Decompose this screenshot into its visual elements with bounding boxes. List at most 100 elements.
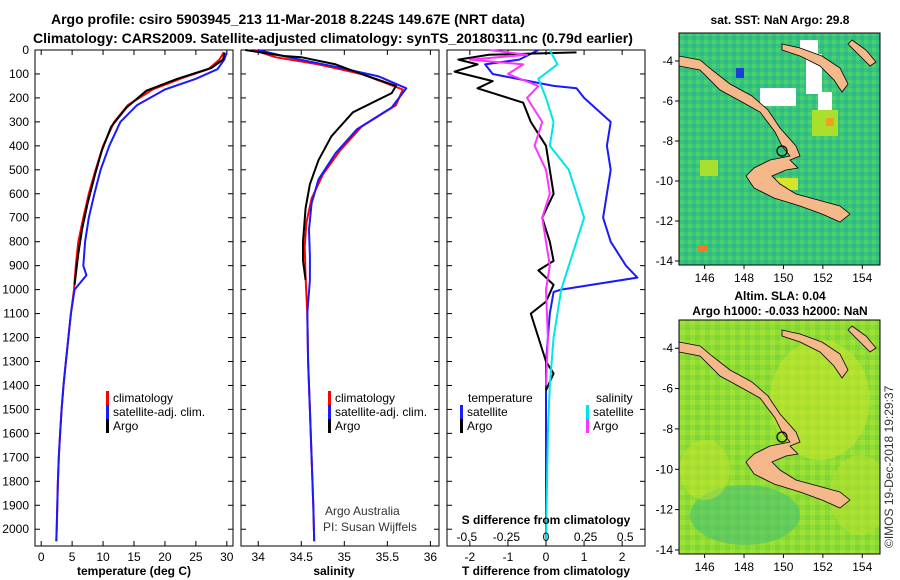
depth-tick-label: 1100 (3, 307, 29, 321)
legend-temperature-header: temperature (468, 391, 533, 405)
sst-hot-patch (826, 118, 834, 126)
difference-panel: -2 -1 0 1 2 T difference from climatology S … (446, 49, 646, 578)
x-tick-label: 35.5 (376, 550, 400, 564)
new-ireland-land (847, 39, 877, 67)
series-line-argo (73, 52, 226, 285)
sla-map-field (679, 320, 880, 554)
depth-tick-label: 1400 (2, 378, 29, 392)
lon-tick-label: 152 (813, 271, 833, 285)
title-line-1: Argo profile: csiro 5903945_213 11-Mar-2… (51, 11, 525, 27)
series-line-temperature-satellite (484, 49, 639, 542)
annotation-argo-australia: Argo Australia (325, 504, 400, 518)
sst-cold-patch (736, 68, 744, 78)
series-line-salinity-satellite (537, 49, 586, 542)
legend-satellite: satellite-adj. clim. (335, 405, 427, 419)
x-tick-label: -1 (503, 550, 514, 564)
lat-tick-label: -4 (662, 54, 673, 68)
difference-legend: temperature salinity satellite Argo sate… (460, 391, 634, 433)
difference-series (453, 49, 639, 542)
s-difference-label: S difference from climatology (462, 513, 631, 527)
sla-map: Altim. SLA: 0.04 Argo h1000: -0.033 h200… (656, 289, 881, 574)
lat-tick-label: -8 (662, 134, 673, 148)
legend-swatch-temp-argo (460, 419, 463, 433)
sst-map: sat. SST: NaN Argo: 29.8 -4 -6 -8 -10 -12 -14… (656, 13, 881, 285)
series-line-satellite-adj-clim (257, 49, 408, 542)
legend-swatch-climatology (106, 391, 109, 405)
sst-warm-patch (700, 160, 718, 176)
sla-high-anomaly (770, 340, 870, 460)
legend-climatology: climatology (335, 391, 395, 405)
sla-map-title-2: Argo h1000: -0.033 h2000: NaN (692, 304, 867, 318)
sla-lon-ticks: 146 148 150 152 154 (695, 554, 873, 574)
lat-tick-label: -12 (656, 503, 674, 517)
lat-tick-label: -10 (656, 462, 674, 476)
legend-argo: Argo (335, 419, 361, 433)
salinity-panel: 34 34.5 35 35.5 36 salinity climatology sate… (240, 49, 440, 578)
s-tick-label: -0.25 (493, 530, 521, 544)
lat-tick-label: -14 (656, 254, 674, 268)
sst-lat-ticks: -4 -6 -8 -10 -12 -14 (656, 54, 679, 268)
series-line-salinity-argo (468, 49, 551, 386)
legend-temp-satellite: satellite (467, 405, 508, 419)
sla-high-anomaly (830, 455, 880, 535)
x-tick-label: 30 (220, 550, 234, 564)
depth-axis-ticks: 0 100 200 300 400 500 600 700 800 900 1000 1100 1200… (2, 43, 29, 536)
salinity-frame (240, 49, 440, 547)
sla-map-frame (678, 319, 881, 555)
legend-salinity-header: salinity (596, 391, 633, 405)
sst-lon-ticks: 146 148 150 152 154 (695, 265, 873, 285)
depth-tick-label: 2000 (2, 522, 29, 536)
new-britain-land (781, 43, 849, 93)
legend-swatch-sal-satellite (586, 405, 589, 419)
sst-gap (760, 88, 796, 106)
x-tick-label: 2 (619, 550, 626, 564)
temperature-x-ticks: 0 5 10 15 20 25 30 (38, 50, 234, 564)
x-tick-label: 36 (424, 550, 438, 564)
legend-swatch-sal-argo (586, 419, 589, 433)
depth-tick-label: 1900 (2, 498, 29, 512)
lat-tick-label: -10 (656, 174, 674, 188)
lat-tick-label: -12 (656, 214, 674, 228)
salinity-xlabel: salinity (313, 564, 355, 578)
lon-tick-label: 154 (852, 560, 872, 574)
series-line-climatology (55, 51, 225, 542)
legend-argo: Argo (113, 419, 139, 433)
series-line-temperature-argo (453, 51, 577, 391)
series-line-satellite-adj-clim (55, 52, 228, 542)
x-tick-label: 35 (338, 550, 352, 564)
sla-lat-ticks: -4 -6 -8 -10 -12 -14 (656, 341, 679, 557)
title-line-2: Climatology: CARS2009. Satellite-adjuste… (33, 30, 633, 46)
depth-tick-label: 0 (22, 43, 29, 57)
depth-tick-label: 700 (9, 211, 29, 225)
x-tick-label: -2 (465, 550, 476, 564)
depth-tick-label: 1600 (2, 426, 29, 440)
legend-swatch-argo (328, 419, 331, 433)
sst-gap (818, 92, 832, 112)
legend-swatch-temp-satellite (460, 405, 463, 419)
legend-swatch-satellite (106, 405, 109, 419)
depth-tick-label: 100 (9, 67, 29, 81)
x-tick-label: 0 (38, 550, 45, 564)
sst-hot-patch (698, 245, 708, 251)
lat-tick-label: -6 (662, 94, 673, 108)
sla-high-anomaly (680, 440, 730, 500)
s-tick-label: 0.5 (617, 530, 634, 544)
legend-climatology: climatology (113, 391, 173, 405)
salinity-series (245, 49, 408, 542)
lon-tick-label: 146 (695, 560, 715, 574)
legend-swatch-argo (106, 419, 109, 433)
annotation-pi: PI: Susan Wijffels (323, 520, 417, 534)
lon-tick-label: 152 (813, 560, 833, 574)
sla-map-title-1: Altim. SLA: 0.04 (734, 289, 826, 303)
lon-tick-label: 148 (734, 271, 754, 285)
lat-tick-label: -4 (662, 341, 673, 355)
depth-tick-label: 300 (9, 115, 29, 129)
new-britain-land (781, 329, 849, 379)
depth-tick-label: 1300 (2, 354, 29, 368)
salinity-x-ticks: 34 34.5 35 35.5 36 (252, 50, 438, 564)
series-line-argo (245, 49, 397, 281)
depth-tick-label: 600 (9, 187, 29, 201)
sst-map-frame (678, 32, 881, 266)
imos-credit: ©IMOS 19-Dec-2018 19:29:37 (882, 385, 896, 548)
